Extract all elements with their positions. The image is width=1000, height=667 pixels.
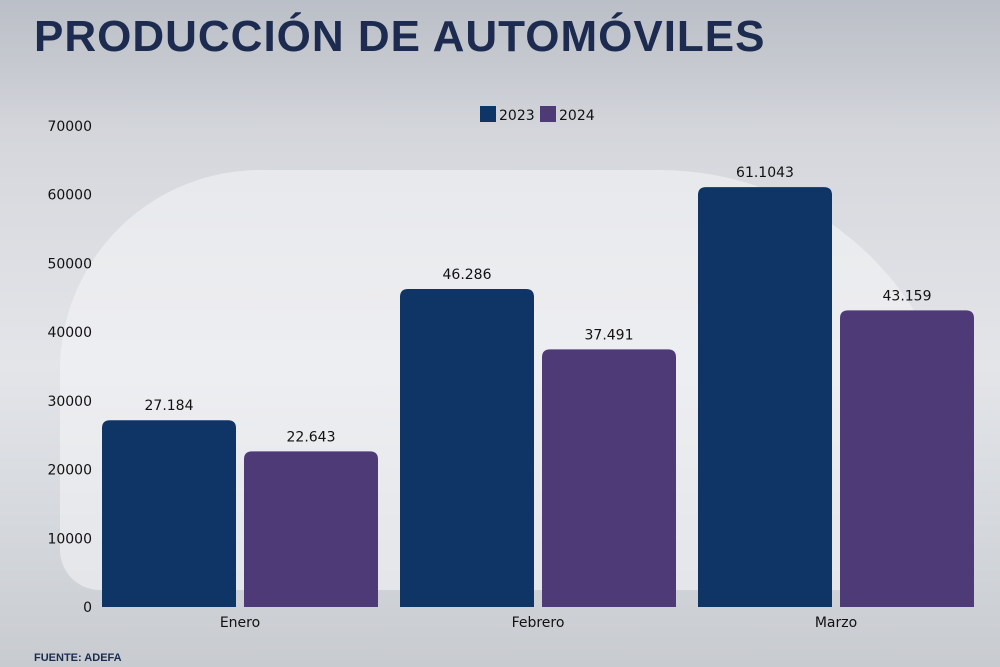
data-label: 27.184 [145, 398, 194, 414]
y-tick-label: 30000 [47, 394, 92, 410]
data-label: 22.643 [287, 429, 336, 445]
legend-label: 2024 [559, 108, 595, 124]
y-tick-label: 50000 [47, 256, 92, 272]
legend-label: 2023 [499, 108, 535, 124]
background-photo-top [0, 0, 1000, 130]
data-label: 43.159 [883, 288, 932, 304]
bar-2023-febrero [400, 288, 534, 607]
y-tick-label: 20000 [47, 463, 92, 479]
bar-2024-febrero [542, 349, 676, 607]
chart-title: PRODUCCIÓN DE AUTOMÓVILES [34, 12, 766, 61]
legend-swatch-2024 [540, 106, 556, 122]
y-tick-label: 10000 [47, 531, 92, 547]
legend-swatch-2023 [480, 106, 496, 122]
bar-2024-enero [244, 451, 378, 607]
y-tick-label: 70000 [47, 119, 92, 135]
bar-2024-marzo [840, 310, 974, 607]
data-label: 61.1043 [736, 165, 794, 181]
x-tick-label: Febrero [512, 615, 565, 631]
y-tick-label: 40000 [47, 325, 92, 341]
x-tick-label: Marzo [815, 615, 857, 631]
x-tick-label: Enero [220, 615, 260, 631]
data-label: 37.491 [585, 327, 634, 343]
bar-2023-marzo [698, 187, 832, 607]
y-tick-label: 60000 [47, 188, 92, 204]
bar-2023-enero [102, 420, 236, 607]
y-tick-label: 0 [83, 600, 92, 616]
source-note: FUENTE: ADEFA [34, 652, 122, 664]
data-label: 46.286 [443, 267, 492, 283]
